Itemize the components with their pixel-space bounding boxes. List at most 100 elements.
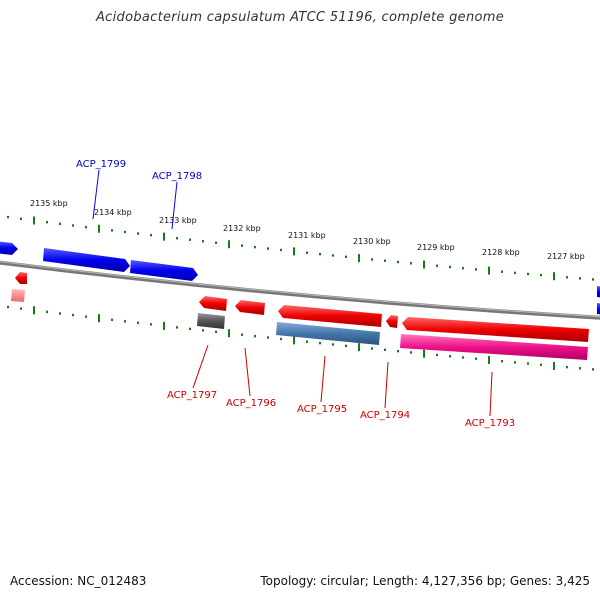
gene-arrow-acp-1795[interactable] [278, 305, 382, 327]
inner-ruler-major-tick [358, 343, 360, 352]
scale-label-2130: 2130 kbp [353, 237, 391, 246]
inner-ruler-minor-tick [319, 341, 321, 345]
gene-label-acp-1793[interactable]: ACP_1793 [465, 418, 515, 429]
inner-ruler-minor-tick [592, 368, 594, 371]
inner-scale-ruler [7, 305, 594, 371]
inner-ruler-minor-tick [85, 315, 87, 318]
gene-block-acp-1797-gray[interactable] [197, 313, 225, 329]
scale-label-2132: 2132 kbp [223, 224, 261, 233]
accession-text: Accession: NC_012483 [10, 574, 147, 588]
inner-ruler-minor-tick [124, 320, 126, 323]
outer-ruler-minor-tick [475, 268, 477, 271]
gene-arrow-forward-right-edge[interactable] [597, 286, 600, 298]
outer-ruler-minor-tick [566, 276, 568, 279]
outer-ruler-minor-tick [176, 237, 178, 240]
inner-ruler-minor-tick [254, 334, 256, 338]
outer-ruler-minor-tick [85, 225, 87, 229]
inner-ruler-minor-tick [306, 340, 308, 343]
leader-lines [92, 169, 493, 417]
inner-ruler-minor-tick [514, 361, 516, 364]
outer-ruler-minor-tick [384, 259, 386, 262]
gene-arrow-acp-1796[interactable] [235, 300, 265, 315]
gene-label-acp-1797[interactable]: ACP_1797 [167, 390, 217, 401]
topology-text: Topology: circular; Length: 4,127,356 bp… [260, 574, 590, 588]
inner-ruler-minor-tick [397, 349, 399, 353]
inner-ruler-minor-tick [384, 348, 386, 352]
outer-ruler-minor-tick [540, 273, 542, 277]
outer-ruler-minor-tick [189, 238, 191, 241]
gene-block-acp-1795-steel[interactable] [276, 322, 380, 345]
inner-ruler-minor-tick [579, 367, 581, 370]
inner-ruler-major-tick [163, 321, 165, 330]
gene-arrow-forward-left-edge[interactable] [0, 241, 18, 255]
inner-ruler-minor-tick [46, 310, 48, 314]
outer-ruler-minor-tick [20, 217, 22, 220]
inner-ruler-major-tick [488, 355, 490, 364]
outer-ruler-minor-tick [124, 230, 126, 234]
gene-label-acp-1798[interactable]: ACP_1798 [152, 171, 202, 182]
outer-ruler-minor-tick [202, 240, 204, 243]
inner-ruler-minor-tick [345, 344, 347, 348]
scale-label-2135: 2135 kbp [30, 199, 68, 208]
outer-ruler-minor-tick [72, 224, 74, 227]
inner-ruler-minor-tick [501, 359, 503, 363]
inner-ruler-minor-tick [566, 365, 568, 369]
inner-ruler-major-tick [228, 329, 230, 338]
gene-block-light-red[interactable] [11, 289, 25, 302]
outer-ruler-minor-tick [7, 215, 9, 219]
outer-ruler-minor-tick [527, 272, 529, 276]
outer-ruler-minor-tick [267, 247, 269, 250]
inner-ruler-major-tick [423, 349, 425, 358]
gene-arrow-acp-1797[interactable] [199, 296, 227, 311]
inner-ruler-minor-tick [410, 351, 412, 354]
outer-ruler-minor-tick [462, 267, 464, 270]
scale-label-2127: 2127 kbp [547, 252, 585, 261]
inner-ruler-minor-tick [462, 356, 464, 359]
gene-arrow-acp-1799[interactable] [43, 248, 130, 272]
inner-ruler-minor-tick [215, 330, 217, 334]
outer-ruler-minor-tick [241, 244, 243, 247]
inner-ruler-minor-tick [20, 307, 22, 310]
inner-ruler-minor-tick [540, 363, 542, 366]
inner-ruler-minor-tick [111, 318, 113, 321]
outer-ruler-minor-tick [449, 265, 451, 269]
outer-ruler-minor-tick [592, 278, 594, 281]
outer-ruler-major-tick [423, 260, 425, 269]
gene-label-acp-1796[interactable]: ACP_1796 [226, 398, 276, 409]
scale-label-2133: 2133 kbp [159, 216, 197, 225]
scale-label-2134: 2134 kbp [94, 208, 132, 217]
inner-ruler-minor-tick [449, 355, 451, 358]
scale-label-2129: 2129 kbp [417, 243, 455, 252]
gene-arrow-acp-1793[interactable] [402, 317, 589, 342]
genome-backbone [0, 260, 600, 320]
inner-ruler-minor-tick [7, 305, 9, 309]
gene-arrow-acp-1794[interactable] [386, 315, 398, 328]
outer-ruler-major-tick [33, 216, 35, 225]
gene-block-acp-1793-pink[interactable] [400, 334, 588, 360]
outer-ruler-minor-tick [280, 248, 282, 252]
gene-label-acp-1794[interactable]: ACP_1794 [360, 410, 410, 421]
outer-ruler-major-tick [163, 232, 165, 241]
outer-ruler-major-tick [98, 224, 100, 233]
gene-label-acp-1799[interactable]: ACP_1799 [76, 159, 126, 170]
gene-arrow-reverse-small-left[interactable] [15, 272, 27, 284]
outer-ruler-minor-tick [46, 220, 48, 224]
outer-ruler-major-tick [293, 247, 295, 256]
outer-ruler-minor-tick [254, 245, 256, 249]
inner-ruler-minor-tick [280, 337, 282, 341]
inner-ruler-minor-tick [267, 336, 269, 339]
outer-ruler-minor-tick [501, 270, 503, 273]
diagram-title: Acidobacterium capsulatum ATCC 51196, co… [95, 10, 505, 25]
inner-ruler-minor-tick [72, 313, 74, 317]
gene-arrow-forward-right-edge-2[interactable] [597, 303, 600, 315]
inner-ruler-minor-tick [137, 321, 139, 325]
outer-ruler-major-tick [553, 272, 555, 281]
inner-ruler-major-tick [553, 361, 555, 370]
gene-label-acp-1795[interactable]: ACP_1795 [297, 404, 347, 415]
gene-arrow-acp-1798[interactable] [130, 260, 198, 281]
inner-ruler-minor-tick [527, 362, 529, 365]
outer-scale-ruler [7, 215, 594, 281]
inner-ruler-minor-tick [59, 312, 61, 315]
outer-ruler-minor-tick [514, 271, 516, 275]
outer-ruler-minor-tick [436, 264, 438, 267]
